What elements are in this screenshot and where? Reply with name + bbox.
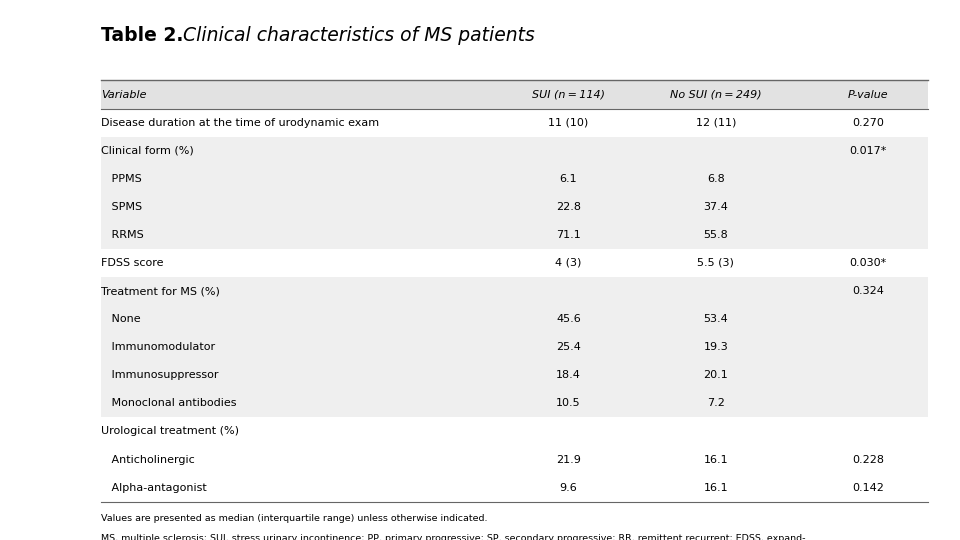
- Text: 22.8: 22.8: [556, 202, 581, 212]
- Text: None: None: [101, 314, 141, 324]
- Text: 53.4: 53.4: [704, 314, 728, 324]
- Text: 0.228: 0.228: [852, 455, 884, 464]
- Text: 6.1: 6.1: [560, 174, 577, 184]
- Text: Anticholinergic: Anticholinergic: [101, 455, 195, 464]
- Bar: [101, 277, 927, 305]
- Text: Immunomodulator: Immunomodulator: [101, 342, 215, 352]
- Text: 6.8: 6.8: [707, 174, 725, 184]
- Text: 9.6: 9.6: [560, 483, 577, 492]
- Text: Values are presented as median (interquartile range) unless otherwise indicated.: Values are presented as median (interqua…: [101, 514, 488, 523]
- Text: 21.9: 21.9: [556, 455, 581, 464]
- Bar: [101, 137, 927, 165]
- Text: Urological treatment (%): Urological treatment (%): [101, 427, 239, 436]
- Text: 71.1: 71.1: [556, 230, 581, 240]
- Text: Immunosuppressor: Immunosuppressor: [101, 370, 219, 380]
- Text: 0.324: 0.324: [852, 286, 884, 296]
- Text: RRMS: RRMS: [101, 230, 144, 240]
- Text: P-value: P-value: [848, 90, 888, 99]
- Text: MS, multiple sclerosis; SUI, stress urinary incontinence; PP, primary progressiv: MS, multiple sclerosis; SUI, stress urin…: [101, 534, 805, 540]
- Text: PPMS: PPMS: [101, 174, 142, 184]
- Text: 11 (10): 11 (10): [548, 118, 588, 127]
- Text: 25.4: 25.4: [556, 342, 581, 352]
- Text: 4 (3): 4 (3): [555, 258, 582, 268]
- Text: 18.4: 18.4: [556, 370, 581, 380]
- Text: 0.142: 0.142: [852, 483, 884, 492]
- Text: 5.5 (3): 5.5 (3): [697, 258, 734, 268]
- Text: 19.3: 19.3: [704, 342, 728, 352]
- Bar: [101, 361, 927, 389]
- Text: 37.4: 37.4: [704, 202, 729, 212]
- Bar: [101, 305, 927, 333]
- Text: Clinical characteristics of MS patients: Clinical characteristics of MS patients: [177, 25, 535, 45]
- Text: Monoclonal antibodies: Monoclonal antibodies: [101, 399, 236, 408]
- Text: No SUI (n = 249): No SUI (n = 249): [670, 90, 761, 99]
- Text: 0.017*: 0.017*: [850, 146, 886, 156]
- Text: 10.5: 10.5: [556, 399, 581, 408]
- Text: 12 (11): 12 (11): [696, 118, 736, 127]
- Text: Clinical form (%): Clinical form (%): [101, 146, 194, 156]
- Text: Table 2.: Table 2.: [101, 25, 183, 45]
- Text: SUI (n = 114): SUI (n = 114): [532, 90, 605, 99]
- Text: FDSS score: FDSS score: [101, 258, 163, 268]
- Text: 45.6: 45.6: [556, 314, 581, 324]
- Text: 16.1: 16.1: [704, 455, 728, 464]
- Text: 55.8: 55.8: [704, 230, 728, 240]
- Text: 7.2: 7.2: [707, 399, 725, 408]
- Text: 0.270: 0.270: [852, 118, 884, 127]
- Bar: [101, 333, 927, 361]
- Text: International Neurourology Journal 2016;20:224–231: International Neurourology Journal 2016;…: [13, 151, 23, 389]
- Bar: [101, 80, 927, 109]
- Text: Disease duration at the time of urodynamic exam: Disease duration at the time of urodynam…: [101, 118, 379, 127]
- Text: Alpha-antagonist: Alpha-antagonist: [101, 483, 206, 492]
- Text: 20.1: 20.1: [704, 370, 728, 380]
- Text: 0.030*: 0.030*: [850, 258, 886, 268]
- Text: 16.1: 16.1: [704, 483, 728, 492]
- Bar: [101, 221, 927, 249]
- Text: Treatment for MS (%): Treatment for MS (%): [101, 286, 220, 296]
- Text: Variable: Variable: [101, 90, 147, 99]
- Bar: [101, 193, 927, 221]
- Bar: [101, 165, 927, 193]
- Text: SPMS: SPMS: [101, 202, 142, 212]
- Bar: [101, 389, 927, 417]
